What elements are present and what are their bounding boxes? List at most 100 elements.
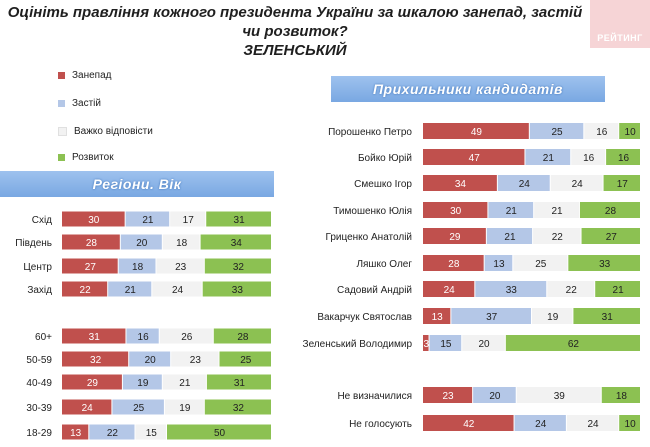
regions-age-value-18-29-decline: 13 [70, 428, 82, 439]
candidates-bar-зеленський-володимир-hard-to-say [462, 335, 505, 351]
candidates-bar-порошенко-петро-stagnation [529, 123, 584, 139]
regions-age-label-50-59: 50-59 [26, 355, 52, 366]
regions-age-value-захід-development: 33 [232, 285, 244, 296]
candidates-value-гриценко-анатолій-decline: 29 [449, 232, 461, 243]
candidates-bar-порошенко-петро-decline [423, 123, 529, 139]
regions-age-value-40-49-decline: 29 [87, 378, 99, 389]
legend-item-stagnation: Застій [58, 96, 101, 110]
regions-age-bar-50-59-decline [62, 351, 129, 367]
candidates-value-вакарчук-святослав-stagnation: 37 [486, 312, 498, 323]
regions-age-bar-18-29-hard-to-say [135, 424, 166, 440]
candidates-bar-зеленський-володимир-stagnation [429, 335, 462, 351]
regions-age-bar-18-29-stagnation [89, 424, 135, 440]
candidates-value-порошенко-петро-stagnation: 25 [552, 127, 564, 138]
candidates-bar-гриценко-анатолій-development [581, 228, 640, 244]
regions-age-bar-південь-stagnation [120, 234, 162, 250]
candidates-bar-смешко-ігор-development [603, 175, 640, 191]
regions-age-bar-центр-decline [62, 258, 118, 274]
regions-age-value-центр-hard-to-say: 23 [175, 262, 187, 273]
legend-label-hard-to-say: Важко відповісти [74, 125, 153, 137]
regions-age-value-захід-stagnation: 21 [125, 285, 137, 296]
regions-age-bar-південь-decline [62, 234, 120, 250]
regions-age-value-50-59-stagnation: 20 [145, 355, 157, 366]
candidates-bar-бойко-юрій-stagnation [525, 149, 571, 165]
regions-age-bar-30-39-hard-to-say [164, 399, 204, 415]
candidates-value-смешко-ігор-development: 17 [617, 179, 629, 190]
candidates-bar-не-голосують-hard-to-say [566, 415, 619, 431]
regions-age-label-захід: Захід [27, 285, 52, 296]
regions-age-value-центр-development: 32 [233, 262, 245, 273]
candidates-bar-не-голосують-decline [423, 415, 514, 431]
regions-age-value-30-39-hard-to-say: 19 [179, 403, 191, 414]
candidates-bar-не-визначилися-decline [423, 387, 473, 403]
candidates-value-порошенко-петро-development: 10 [625, 127, 637, 138]
candidates-value-смешко-ігор-stagnation: 24 [519, 179, 531, 190]
candidates-value-тимошенко-юлія-stagnation: 21 [506, 206, 518, 217]
candidates-bar-ляшко-олег-decline [423, 255, 484, 271]
regions-age-label-18-29: 18-29 [26, 428, 52, 439]
candidates-value-бойко-юрій-decline: 47 [469, 153, 481, 164]
candidates-value-тимошенко-юлія-development: 28 [605, 206, 617, 217]
candidates-value-ляшко-олег-hard-to-say: 25 [535, 259, 547, 270]
regions-age-bar-18-29-development [167, 424, 271, 440]
regions-age-bar-40-49-hard-to-say [162, 374, 206, 390]
candidates-bar-вакарчук-святослав-development [573, 308, 640, 324]
regions-age-value-схід-development: 31 [234, 215, 246, 226]
candidates-value-не-голосують-stagnation: 24 [535, 419, 547, 430]
candidates-value-гриценко-анатолій-stagnation: 21 [504, 232, 516, 243]
legend-label-stagnation: Застій [72, 97, 101, 109]
candidates-value-бойко-юрій-hard-to-say: 16 [583, 153, 595, 164]
candidates-bar-не-визначилися-hard-to-say [516, 387, 601, 403]
rating-logo: РЕЙТИНГ [590, 0, 650, 48]
candidates-value-не-визначилися-hard-to-say: 39 [554, 391, 566, 402]
regions-age-bar-50-59-stagnation [129, 351, 171, 367]
regions-age-value-південь-stagnation: 20 [136, 238, 148, 249]
candidates-value-тимошенко-юлія-decline: 30 [450, 206, 462, 217]
candidates-bar-гриценко-анатолій-decline [423, 228, 486, 244]
candidates-value-не-голосують-decline: 42 [463, 419, 475, 430]
regions-age-value-схід-decline: 30 [88, 215, 100, 226]
regions-age-value-60+-development: 28 [237, 332, 249, 343]
regions-age-bar-захід-hard-to-say [152, 281, 202, 297]
candidates-bar-садовий-андрій-stagnation [475, 281, 547, 297]
regions-age-bar-південь-hard-to-say [162, 234, 200, 250]
candidates-bar-ляшко-олег-stagnation [484, 255, 513, 271]
regions-age-bar-50-59-development [219, 351, 271, 367]
regions-age-value-захід-decline: 22 [80, 285, 92, 296]
title-subject: ЗЕЛЕНСЬКИЙ [243, 42, 347, 59]
regions-age-value-захід-hard-to-say: 24 [172, 285, 184, 296]
regions-age-label-південь: Південь [15, 238, 52, 249]
candidates-label-вакарчук-святослав: Вакарчук Святослав [317, 312, 412, 323]
candidates-bar-бойко-юрій-hard-to-say [571, 149, 606, 165]
legend-label-decline: Занепад [72, 69, 112, 81]
candidates-bar-вакарчук-святослав-decline [423, 308, 451, 324]
regions-age-bar-40-49-decline [62, 374, 122, 390]
candidates-value-вакарчук-святослав-hard-to-say: 19 [547, 312, 559, 323]
regions-age-bar-60+-decline [62, 328, 126, 344]
candidates-bar-не-голосують-stagnation [514, 415, 566, 431]
regions-age-label-60+: 60+ [35, 332, 52, 343]
candidates-bar-смешко-ігор-hard-to-say [550, 175, 603, 191]
candidates-value-гриценко-анатолій-development: 27 [606, 232, 618, 243]
regions-age-bar-захід-decline [62, 281, 108, 297]
legend-swatch-decline [58, 71, 65, 79]
candidates-bar-тимошенко-юлія-decline [423, 202, 488, 218]
candidates-header: Прихильники кандидатів [331, 76, 605, 102]
candidates-value-тимошенко-юлія-hard-to-say: 21 [552, 206, 564, 217]
regions-age-label-центр: Центр [23, 262, 52, 273]
candidates-value-не-голосують-hard-to-say: 24 [587, 419, 599, 430]
candidates-label-не-визначилися: Не визначилися [337, 391, 412, 402]
regions-age-label-30-39: 30-39 [26, 403, 52, 414]
regions-age-header: Регіони. Вік [0, 171, 274, 197]
regions-age-bar-центр-hard-to-say [156, 258, 204, 274]
chart-title: Оцініть правління кожного президента Укр… [0, 3, 590, 60]
regions-age-value-30-39-decline: 24 [82, 403, 94, 414]
regions-age-bar-30-39-stagnation [112, 399, 164, 415]
regions-age-bar-центр-development [204, 258, 271, 274]
candidates-value-зеленський-володимир-stagnation: 15 [440, 339, 452, 350]
candidates-label-садовий-андрій: Садовий Андрій [337, 285, 412, 296]
candidates-bar-зеленський-володимир-decline [423, 335, 429, 351]
candidates-value-бойко-юрій-stagnation: 21 [543, 153, 555, 164]
regions-age-value-схід-hard-to-say: 17 [183, 215, 195, 226]
legend-swatch-stagnation [58, 99, 65, 107]
